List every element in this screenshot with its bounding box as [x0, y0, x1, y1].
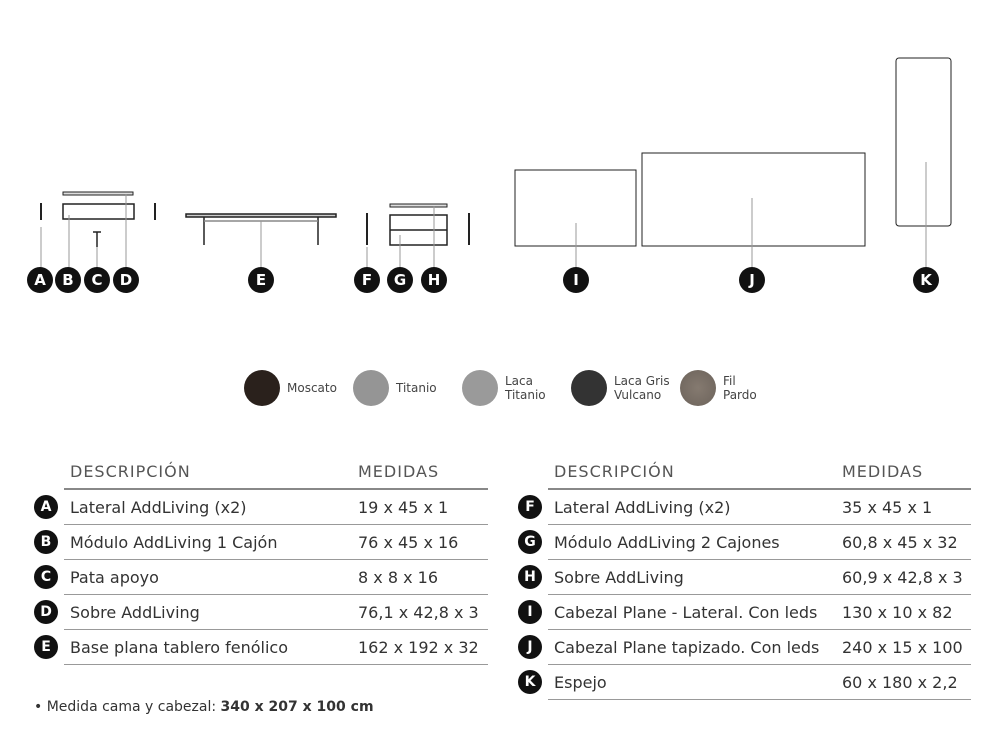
header-description: DESCRIPCIÓN [70, 462, 191, 481]
swatch-label: Moscato [287, 381, 337, 395]
label-i: I [563, 267, 589, 293]
swatch-label: Laca Gris Vulcano [614, 374, 670, 402]
row-description: Pata apoyo [70, 567, 159, 587]
swatch-moscato: Moscato [244, 370, 337, 406]
table-row: J Cabezal Plane tapizado. Con leds 240 x 1… [518, 630, 971, 665]
row-key-badge: C [34, 565, 58, 589]
table-row: C Pata apoyo 8 x 8 x 16 [34, 560, 488, 595]
swatch-titanio: Titanio [353, 370, 437, 406]
row-description: Módulo AddLiving 1 Cajón [70, 532, 278, 552]
row-key-badge: K [518, 670, 542, 694]
furniture-diagram [40, 57, 952, 268]
row-key-badge: H [518, 565, 542, 589]
part-k [895, 57, 952, 227]
part-j [641, 152, 866, 247]
label-f: F [354, 267, 380, 293]
row-size: 76 x 45 x 16 [358, 532, 459, 552]
row-description: Espejo [554, 672, 607, 692]
table-row: H Sobre AddLiving 60,9 x 42,8 x 3 [518, 560, 971, 595]
row-size: 162 x 192 x 32 [358, 637, 479, 657]
row-size: 8 x 8 x 16 [358, 567, 438, 587]
row-size: 130 x 10 x 82 [842, 602, 953, 622]
table-row: A Lateral AddLiving (x2) 19 x 45 x 1 [34, 490, 488, 525]
swatch-fil-pardo: Fil Pardo [680, 370, 757, 406]
label-b: B [55, 267, 81, 293]
part-g [389, 214, 448, 246]
swatch-laca-gris-vulcano: Laca Gris Vulcano [571, 370, 670, 406]
swatch-label: Fil Pardo [723, 374, 757, 402]
table-row: G Módulo AddLiving 2 Cajones 60,8 x 45 x 3… [518, 525, 971, 560]
parts-table-right: DESCRIPCIÓN MEDIDAS F Lateral AddLiving (x2… [518, 455, 971, 700]
swatch-label: Laca Titanio [505, 374, 546, 402]
swatch-color [244, 370, 280, 406]
row-key-badge: F [518, 495, 542, 519]
row-description: Sobre AddLiving [554, 567, 684, 587]
row-size: 35 x 45 x 1 [842, 497, 933, 517]
row-key-badge: D [34, 600, 58, 624]
label-c: C [84, 267, 110, 293]
part-f [366, 213, 470, 245]
table-row: I Cabezal Plane - Lateral. Con leds 130 x … [518, 595, 971, 630]
header-description: DESCRIPCIÓN [554, 462, 675, 481]
note-label: • Medida cama y cabezal: [34, 699, 221, 715]
row-key-badge: B [34, 530, 58, 554]
label-g: G [387, 267, 413, 293]
row-description: Base plana tablero fenólico [70, 637, 288, 657]
parts-table-left: DESCRIPCIÓN MEDIDAS A Lateral AddLiving (x2… [34, 455, 488, 665]
row-size: 60,9 x 42,8 x 3 [842, 567, 963, 587]
label-h: H [421, 267, 447, 293]
row-key-badge: A [34, 495, 58, 519]
table-row: D Sobre AddLiving 76,1 x 42,8 x 3 [34, 595, 488, 630]
row-size: 240 x 15 x 100 [842, 637, 963, 657]
row-key-badge: G [518, 530, 542, 554]
row-key-badge: E [34, 635, 58, 659]
row-description: Cabezal Plane tapizado. Con leds [554, 637, 820, 657]
part-b [62, 203, 135, 220]
swatch-laca-titanio: Laca Titanio [462, 370, 546, 406]
swatch-color [353, 370, 389, 406]
table-header: DESCRIPCIÓN MEDIDAS [548, 455, 971, 490]
header-sizes: MEDIDAS [842, 462, 924, 481]
table-row: B Módulo AddLiving 1 Cajón 76 x 45 x 16 [34, 525, 488, 560]
label-e: E [248, 267, 274, 293]
row-description: Lateral AddLiving (x2) [70, 497, 247, 517]
swatch-color [571, 370, 607, 406]
swatch-color [462, 370, 498, 406]
row-description: Lateral AddLiving (x2) [554, 497, 731, 517]
row-key-badge: I [518, 600, 542, 624]
label-j: J [739, 267, 765, 293]
row-description: Cabezal Plane - Lateral. Con leds [554, 602, 818, 622]
part-h [389, 203, 448, 208]
table-row: F Lateral AddLiving (x2) 35 x 45 x 1 [518, 490, 971, 525]
table-row: E Base plana tablero fenólico 162 x 192 x … [34, 630, 488, 665]
overall-size-note: • Medida cama y cabezal: 340 x 207 x 100… [34, 699, 374, 715]
part-c [93, 231, 101, 247]
table-row: K Espejo 60 x 180 x 2,2 [518, 665, 971, 700]
row-size: 60,8 x 45 x 32 [842, 532, 958, 552]
swatch-label: Titanio [396, 381, 437, 395]
part-a [40, 203, 156, 220]
note-value: 340 x 207 x 100 cm [220, 699, 374, 715]
part-d [62, 191, 134, 196]
row-size: 19 x 45 x 1 [358, 497, 449, 517]
row-description: Módulo AddLiving 2 Cajones [554, 532, 780, 552]
row-key-badge: J [518, 635, 542, 659]
label-d: D [113, 267, 139, 293]
swatch-color [680, 370, 716, 406]
table-header: DESCRIPCIÓN MEDIDAS [64, 455, 488, 490]
header-sizes: MEDIDAS [358, 462, 440, 481]
row-size: 60 x 180 x 2,2 [842, 672, 958, 692]
label-k: K [913, 267, 939, 293]
row-description: Sobre AddLiving [70, 602, 200, 622]
label-a: A [27, 267, 53, 293]
row-size: 76,1 x 42,8 x 3 [358, 602, 479, 622]
